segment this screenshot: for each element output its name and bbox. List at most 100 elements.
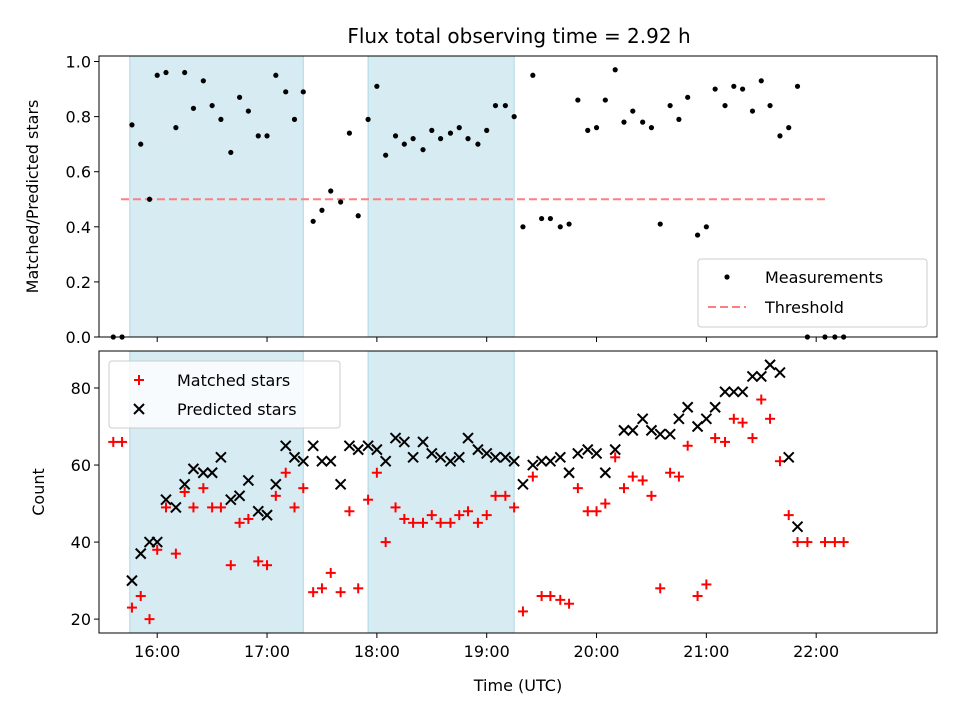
top-panel-ratio: 0.0 0.2 0.4 0.6 0.8 1.0 Matched/Predicted sta… [23, 53, 938, 347]
matched-star-marker [463, 506, 474, 517]
measurement-point [383, 152, 389, 158]
predicted-star-marker [316, 455, 328, 467]
matched-star-marker [207, 502, 218, 513]
shaded-interval [129, 55, 304, 338]
predicted-star-marker [444, 455, 457, 467]
predicted-star-marker [590, 447, 603, 460]
chart-title: Flux total observing time = 2.92 h [347, 24, 690, 48]
predicted-star-marker [352, 443, 364, 456]
measurement-point [502, 102, 508, 109]
predicted-star-marker [233, 490, 246, 502]
predicted-star-marker [527, 459, 539, 471]
legend-matched-marker [134, 375, 144, 385]
matched-star-marker [829, 537, 840, 548]
predicted-star-marker [783, 451, 795, 464]
matched-star-marker [701, 579, 712, 590]
top-y-axis-label: Matched/Predicted stars [23, 100, 42, 294]
matched-star-marker [262, 560, 273, 571]
legend-threshold-label: Threshold [764, 298, 844, 317]
matched-star-marker [747, 433, 758, 444]
matched-star-marker [363, 494, 374, 505]
matched-star-marker [353, 583, 364, 594]
predicted-star-marker [627, 424, 639, 437]
predicted-star-marker [472, 443, 484, 456]
predicted-star-marker [170, 501, 182, 514]
matched-star-marker [408, 517, 419, 528]
y-tick-label: 0.8 [66, 108, 91, 127]
predicted-star-marker [554, 451, 566, 464]
measurement-point [520, 224, 526, 230]
predicted-star-marker [135, 547, 147, 560]
measurement-point [794, 83, 801, 89]
measurement-point [685, 94, 691, 100]
predicted-star-marker [178, 478, 191, 491]
bottom-y-ticks: 20 40 60 80 [71, 379, 99, 629]
matched-star-marker [426, 510, 437, 521]
matched-star-marker [536, 591, 547, 602]
matched-star-marker [756, 394, 767, 405]
matched-star-marker [490, 490, 501, 501]
measurement-point [786, 125, 792, 131]
y-tick-label: 0.2 [66, 273, 91, 292]
matched-star-marker [783, 510, 794, 521]
predicted-star-marker [654, 428, 666, 440]
measurement-point [475, 141, 481, 147]
matched-star-marker [637, 475, 648, 486]
predicted-star-marker [307, 440, 319, 452]
matched-star-marker [481, 510, 492, 521]
matched-star-marker [308, 587, 319, 598]
predicted-star-marker [700, 413, 713, 425]
legend-predicted-marker [133, 403, 145, 415]
predicted-star-marker [242, 474, 255, 487]
matched-star-marker [298, 483, 309, 494]
matched-star-marker [618, 483, 629, 494]
y-tick-label: 60 [71, 456, 91, 475]
measurement-point [602, 97, 608, 103]
matched-star-marker [692, 591, 703, 602]
measurement-point [676, 116, 682, 122]
measurement-point [530, 72, 536, 78]
matched-star-marker [572, 483, 583, 494]
measurement-point [447, 130, 454, 136]
matched-star-marker [774, 456, 785, 467]
measurement-point [758, 78, 764, 84]
measurement-point [667, 102, 673, 109]
predicted-star-marker [636, 413, 649, 425]
bottom-axes-frame [98, 350, 938, 634]
measurement-point [511, 114, 517, 120]
measurement-point [129, 122, 135, 128]
matched-star-marker [737, 417, 748, 428]
matched-star-marker [610, 452, 621, 463]
predicted-star-marker [407, 451, 419, 464]
matched-star-marker [445, 517, 456, 528]
matched-star-marker [270, 490, 281, 501]
measurement-point [154, 72, 160, 78]
predicted-star-marker [572, 447, 584, 460]
predicted-star-marker [270, 478, 282, 491]
matched-star-marker [234, 517, 245, 528]
legend-measurements-label: Measurements [765, 268, 883, 287]
predicted-star-marker [618, 424, 630, 437]
predicted-star-marker [719, 386, 731, 398]
measurement-point [146, 196, 153, 202]
matched-star-marker [627, 471, 638, 482]
measurement-point [420, 147, 426, 153]
measurement-point [346, 130, 353, 136]
measurement-point [749, 108, 756, 114]
matched-star-marker [108, 436, 119, 447]
matched-star-marker [117, 436, 128, 447]
matched-star-marker [188, 502, 199, 513]
predicted-star-marker [126, 574, 138, 587]
measurement-point [630, 108, 636, 114]
measurement-point [300, 89, 306, 95]
measurement-point [392, 133, 399, 139]
predicted-star-marker [791, 520, 804, 533]
predicted-star-marker [599, 467, 612, 479]
matched-star-marker [280, 467, 291, 478]
predicted-star-marker [764, 359, 776, 371]
matched-star-marker [135, 591, 146, 602]
predicted-star-marker [225, 493, 237, 506]
predicted-star-marker [736, 386, 749, 398]
predicted-star-marker [252, 505, 264, 517]
measurement-point [218, 116, 224, 122]
